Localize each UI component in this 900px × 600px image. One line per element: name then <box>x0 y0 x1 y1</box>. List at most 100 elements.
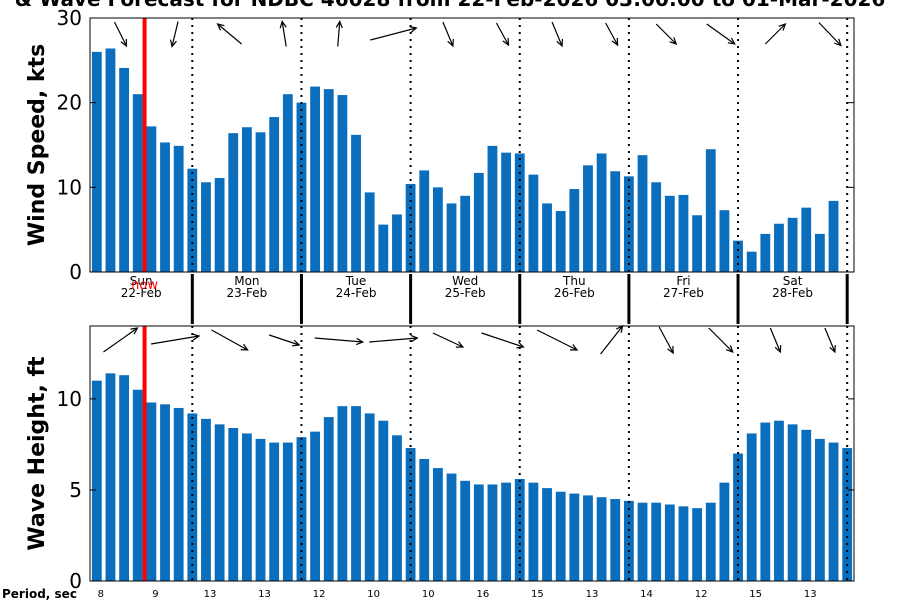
date-label: 22-Feb <box>121 286 162 300</box>
bar <box>651 502 662 581</box>
bar <box>432 187 443 272</box>
bar <box>282 442 293 581</box>
bar <box>160 142 170 272</box>
direction-arrow <box>370 26 418 41</box>
bar <box>760 422 771 581</box>
y-tick-label: 5 <box>69 478 82 502</box>
bar <box>787 424 798 581</box>
chart-title: & Wave Forecast for NDBC 46028 from 22-F… <box>15 0 886 11</box>
bar <box>610 499 621 581</box>
y-axis-label: Wind Speed, kts <box>25 44 50 246</box>
day-of-week-label: Sun <box>130 274 153 288</box>
bar <box>187 413 198 581</box>
bar <box>269 117 280 272</box>
bar <box>542 488 552 581</box>
bar <box>746 433 757 581</box>
y-tick-label: 0 <box>69 260 82 284</box>
bar <box>337 95 348 272</box>
bar <box>555 211 566 272</box>
bar <box>528 174 539 272</box>
bar <box>760 233 771 272</box>
bar <box>774 223 784 272</box>
bar <box>583 495 593 581</box>
bar <box>801 207 812 272</box>
bar <box>173 407 184 581</box>
bar <box>678 194 689 272</box>
bar <box>310 86 321 272</box>
bar <box>596 153 607 272</box>
bar <box>501 152 512 272</box>
direction-arrow <box>150 333 201 345</box>
bar <box>323 417 334 581</box>
bar <box>664 504 675 581</box>
period-label: 12 <box>695 589 708 600</box>
bar <box>187 168 198 272</box>
bar <box>623 500 634 581</box>
bar <box>787 217 798 272</box>
direction-arrow <box>658 326 674 355</box>
day-of-week-label: Fri <box>676 274 690 288</box>
period-label: 12 <box>313 589 326 600</box>
bar <box>719 482 730 581</box>
day-of-week-label: Wed <box>452 274 478 288</box>
period-label: 15 <box>749 589 762 600</box>
date-label: 26-Feb <box>554 286 595 300</box>
bar <box>378 420 389 581</box>
bar <box>310 431 321 581</box>
direction-arrow <box>169 21 179 48</box>
direction-arrow <box>536 329 579 351</box>
day-of-week-label: Sat <box>783 274 803 288</box>
bar <box>569 493 580 581</box>
bar <box>637 502 648 581</box>
direction-arrow <box>495 22 510 47</box>
bar <box>364 192 375 272</box>
direction-arrow <box>103 327 139 353</box>
bar <box>405 183 416 272</box>
bar <box>719 210 730 272</box>
direction-arrow <box>268 334 301 347</box>
direction-arrow <box>818 22 842 47</box>
bar <box>337 406 348 581</box>
bar <box>692 508 703 581</box>
day-of-week-label: Tue <box>345 274 367 288</box>
bar <box>569 189 580 272</box>
period-label: 9 <box>152 589 158 600</box>
y-axis-label: Wave Height, ft <box>25 356 50 551</box>
direction-arrow <box>279 20 287 47</box>
bar <box>746 251 757 272</box>
bar <box>419 170 430 272</box>
direction-arrow <box>216 23 242 45</box>
bar <box>201 182 211 272</box>
date-label: 27-Feb <box>663 286 704 300</box>
date-label: 23-Feb <box>226 286 267 300</box>
period-labels-row: 8 9 13 13 12 10 10 16 15 13 14 12 15 13 <box>98 589 817 600</box>
bar <box>132 389 143 581</box>
now-label: now <box>131 278 158 293</box>
plot-frame <box>89 325 855 582</box>
bar <box>487 484 498 581</box>
bar <box>705 502 716 581</box>
period-label: 10 <box>422 589 435 600</box>
bar <box>828 442 839 581</box>
bar <box>446 203 457 272</box>
direction-arrow <box>442 21 454 48</box>
bar <box>228 428 239 581</box>
bar <box>160 404 170 581</box>
direction-arrow <box>113 21 128 48</box>
bar <box>146 402 157 581</box>
bar <box>173 145 184 272</box>
bar <box>678 506 689 581</box>
bar <box>623 176 634 272</box>
bar <box>201 418 211 581</box>
bar <box>405 448 416 581</box>
bar <box>460 480 471 581</box>
y-tick-label: 10 <box>57 175 82 199</box>
bar <box>119 67 130 272</box>
direction-arrow <box>706 23 736 45</box>
day-of-week-label: Thu <box>562 274 586 288</box>
bar <box>692 215 703 272</box>
direction-arrow <box>335 20 343 47</box>
bar <box>91 380 102 581</box>
bar <box>105 373 116 581</box>
bar <box>146 126 157 273</box>
